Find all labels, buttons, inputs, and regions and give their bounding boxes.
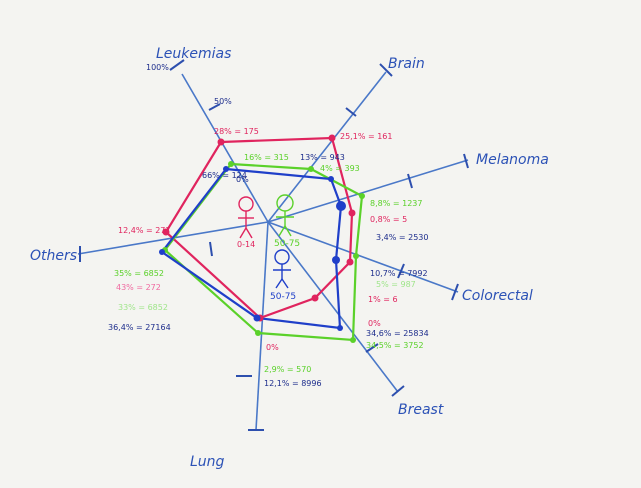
axis-colorectal (267, 221, 459, 293)
green-point-leuk (228, 161, 234, 167)
series-green-points (162, 161, 365, 343)
label-breast: Breast (398, 402, 444, 418)
tick-leuk-end (169, 59, 185, 71)
label-others: Others (30, 248, 77, 264)
label-brain: Brain (388, 56, 425, 72)
tick-others-mid (209, 241, 213, 257)
tick-mel-end (463, 153, 469, 169)
ann-breast-blue: 34,6% = 25834 (366, 329, 429, 338)
legend-blue-age: 50-75 (270, 292, 296, 302)
ann-col-blue: 10,7% = 7992 (370, 269, 428, 278)
ann-col-red: 1% = 6 (368, 295, 398, 304)
ann-lung-green: 2,9% = 570 (264, 365, 311, 374)
ann-lung-red: 0% (266, 343, 279, 352)
ann-brain-red: 25,1% = 161 (340, 132, 392, 141)
ann-mel-red: 0,8% = 5 (370, 215, 407, 224)
label-leukemias: Leukemias (156, 46, 231, 62)
ann-others-blue: 36,4% = 27164 (108, 323, 171, 332)
ann-others-red: 12,4% = 277 (118, 226, 170, 235)
axis-lung (255, 221, 269, 431)
legend-blue-figure (273, 249, 291, 289)
axis-brain (267, 71, 387, 223)
legend-green-figure (276, 194, 294, 237)
axis-melanoma (267, 159, 469, 223)
ann-leuk-green: 16% = 315 (244, 153, 289, 162)
legend: 0-14 50-75 50-75 (237, 194, 300, 302)
tick-brain-mid (345, 107, 357, 117)
legend-red-age: 0-14 (237, 240, 255, 249)
scale-top: 100% (146, 63, 169, 72)
tick-col-mid (397, 263, 405, 279)
legend-green-age: 50-75 (274, 239, 300, 249)
ann-leuk-blue: 66% = 124 (202, 171, 247, 180)
label-colorectal: Colorectal (462, 288, 533, 304)
axes (77, 71, 469, 431)
series-red-points (162, 134, 356, 322)
ann-leuk-red: 28% = 175 (214, 127, 259, 136)
red-point-leuk (217, 138, 225, 146)
red-point-mel (348, 209, 356, 217)
blue-point-others (159, 249, 165, 255)
ann-col-green: 5% = 987 (376, 280, 416, 289)
scale-center: 0% (236, 175, 249, 184)
series-blue-points (159, 166, 346, 331)
blue-point-brain (328, 176, 334, 182)
legend-red-figure (238, 196, 254, 239)
red-point-col (346, 258, 354, 266)
axis-leukemias (181, 73, 269, 223)
axis-breast (267, 221, 399, 393)
ann-mel-green: 8,8% = 1237 (370, 199, 422, 208)
green-point-col (353, 253, 359, 259)
tick-breast-end (391, 385, 405, 397)
blue-point-mel (336, 201, 346, 211)
blue-point-col (332, 256, 340, 264)
green-point-mel (359, 193, 365, 199)
series-red-polygon (164, 136, 354, 320)
ann-breast-green: 34,5% = 3752 (366, 341, 424, 350)
axis-labels: Leukemias Brain Melanoma Colorectal Brea… (30, 46, 549, 470)
tick-brain-end (379, 63, 393, 77)
tick-breast-mid (365, 343, 379, 353)
blue-point-lung (253, 314, 261, 322)
ann-brain-green: 13% = 943 (300, 153, 345, 162)
axis-ticks (79, 59, 469, 431)
label-lung: Lung (190, 454, 225, 470)
blue-point-breast (337, 325, 343, 331)
blue-point-leuk (223, 166, 229, 172)
series-blue-polygon (160, 167, 343, 330)
green-point-breast (350, 337, 356, 343)
red-point-breast (311, 294, 319, 302)
label-melanoma: Melanoma (476, 152, 549, 168)
tick-mel-mid (407, 173, 413, 189)
ann-others-green: 35% = 6852 (114, 269, 164, 278)
tick-leuk-mid (208, 103, 221, 111)
red-point-others (162, 228, 170, 236)
ann-others-pink: 43% = 272 (116, 283, 161, 292)
green-point-lung (255, 330, 261, 336)
ann-lung-blue: 12,1% = 8996 (264, 379, 322, 388)
ann-others-lightgreen: 33% = 6852 (118, 303, 168, 312)
red-point-brain (328, 134, 336, 142)
ann-breast-red: 0% (368, 319, 381, 328)
tick-col-end (451, 283, 459, 301)
annotations: 28% = 175 16% = 315 66% = 124 25,1% = 16… (108, 127, 429, 388)
green-point-brain (308, 166, 314, 172)
ann-brain-blue: 4% = 393 (320, 164, 360, 173)
ann-mel-blue: 3,4% = 2530 (376, 233, 428, 242)
scale-mid: 50% (214, 97, 232, 106)
